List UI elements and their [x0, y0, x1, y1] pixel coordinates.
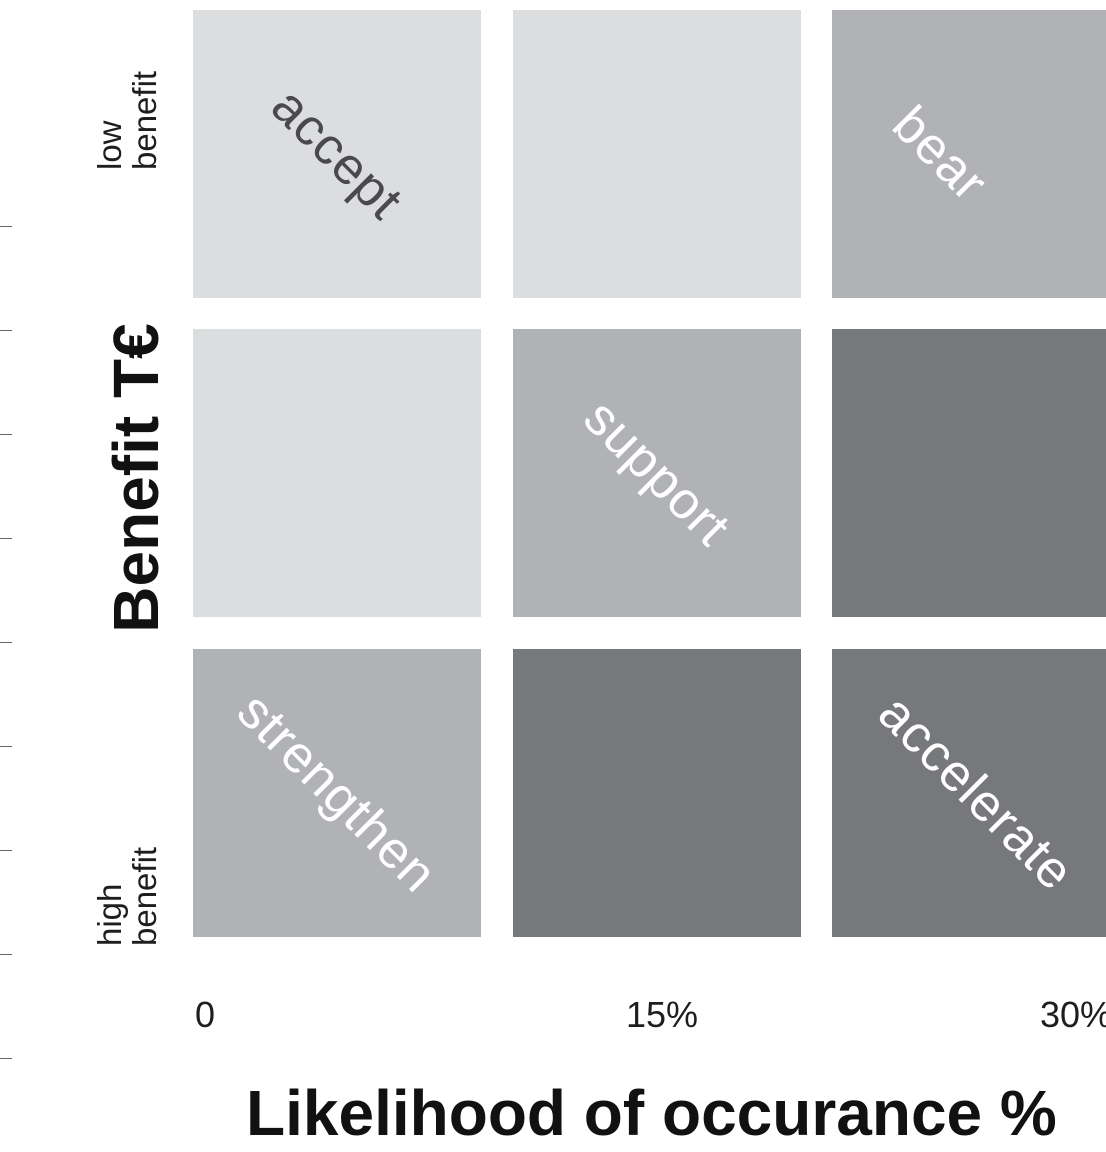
y-low-label: low benefit — [91, 70, 163, 170]
edge-tick — [0, 850, 12, 851]
cell-label-support: support — [572, 388, 742, 558]
matrix-cell — [193, 329, 481, 617]
edge-tick — [0, 538, 12, 539]
matrix-cell-accelerate: accelerate — [832, 649, 1106, 937]
matrix-cell — [832, 329, 1106, 617]
matrix-cell-support: support — [513, 329, 801, 617]
matrix-cell — [513, 649, 801, 937]
edge-tick — [0, 1058, 12, 1059]
matrix-cell-strengthen: strengthen — [193, 649, 481, 937]
cell-label-strengthen: strengthen — [226, 682, 448, 904]
x-axis-title: Likelihood of occurance % — [246, 1077, 1057, 1149]
matrix-cell-accept: accept — [193, 10, 481, 298]
x-tick-15: 15% — [626, 994, 699, 1035]
matrix-cell — [513, 10, 801, 298]
cell-label-accelerate: accelerate — [867, 684, 1085, 902]
edge-tick — [0, 746, 12, 747]
y-high-label: high benefit — [91, 846, 163, 946]
cell-label-bear: bear — [881, 95, 999, 213]
x-tick-0: 0 — [195, 994, 216, 1035]
cell-label-accept: accept — [260, 77, 414, 231]
edge-tick — [0, 434, 12, 435]
matrix-cell-bear: bear — [832, 10, 1106, 298]
edge-tick — [0, 226, 12, 227]
edge-tick — [0, 642, 12, 643]
x-tick-30: 30% — [1040, 995, 1106, 1035]
edge-tick — [0, 330, 12, 331]
edge-tick — [0, 954, 12, 955]
y-axis-title: Benefit T€ — [100, 323, 172, 633]
